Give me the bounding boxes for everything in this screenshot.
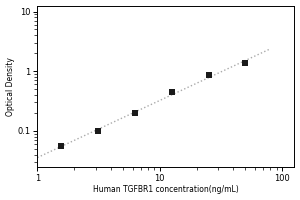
Y-axis label: Optical Density: Optical Density bbox=[6, 57, 15, 116]
Point bbox=[132, 111, 137, 115]
Point bbox=[96, 129, 100, 133]
Point bbox=[206, 74, 211, 77]
Point bbox=[243, 62, 248, 65]
Point bbox=[169, 90, 174, 94]
X-axis label: Human TGFBR1 concentration(ng/mL): Human TGFBR1 concentration(ng/mL) bbox=[93, 185, 239, 194]
Point bbox=[58, 145, 63, 148]
